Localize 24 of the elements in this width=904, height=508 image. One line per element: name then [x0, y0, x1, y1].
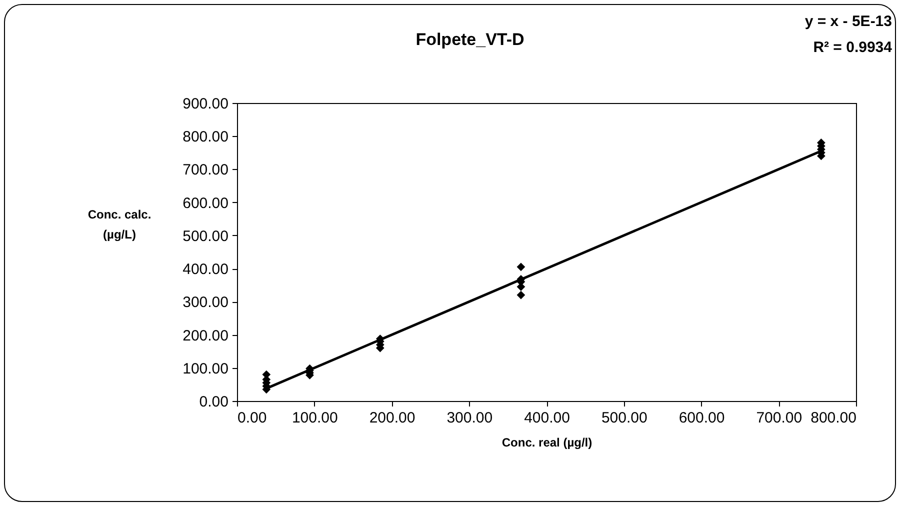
y-tick-label: 100.00: [182, 360, 228, 378]
y-tick-label: 600.00: [182, 194, 228, 212]
y-tick-label: 900.00: [182, 96, 228, 112]
y-tick-label: 300.00: [182, 294, 228, 312]
y-tick-label: 800.00: [182, 128, 228, 146]
x-tick-label: 500.00: [601, 410, 648, 426]
text: y = x - 5E-13: [804, 13, 892, 30]
x-tick-label: 200.00: [369, 410, 416, 426]
y-tick-label: 200.00: [182, 327, 228, 344]
x-tick-label: 0.00: [238, 410, 267, 426]
x-tick-label: 800.00: [810, 410, 856, 426]
x-tick-label: 600.00: [678, 410, 725, 426]
y-axis-title: Conc. calc. (µg/L): [88, 208, 152, 242]
x-tick-label: 700.00: [756, 410, 802, 426]
y-tick-label: 400.00: [182, 261, 228, 278]
x-tick-label: 100.00: [292, 410, 338, 426]
chart-title: Folpete_VT-D: [416, 30, 524, 49]
y-tick-label: 700.00: [182, 162, 228, 179]
y-tick-label: 0.00: [199, 394, 228, 410]
x-axis-title: Conc. real (µg/l): [502, 436, 592, 450]
text: R² = 0.9934: [813, 39, 893, 56]
y-tick-label: 500.00: [182, 228, 228, 245]
x-tick-label: 400.00: [524, 410, 570, 426]
x-tick-label: 300.00: [446, 410, 493, 426]
